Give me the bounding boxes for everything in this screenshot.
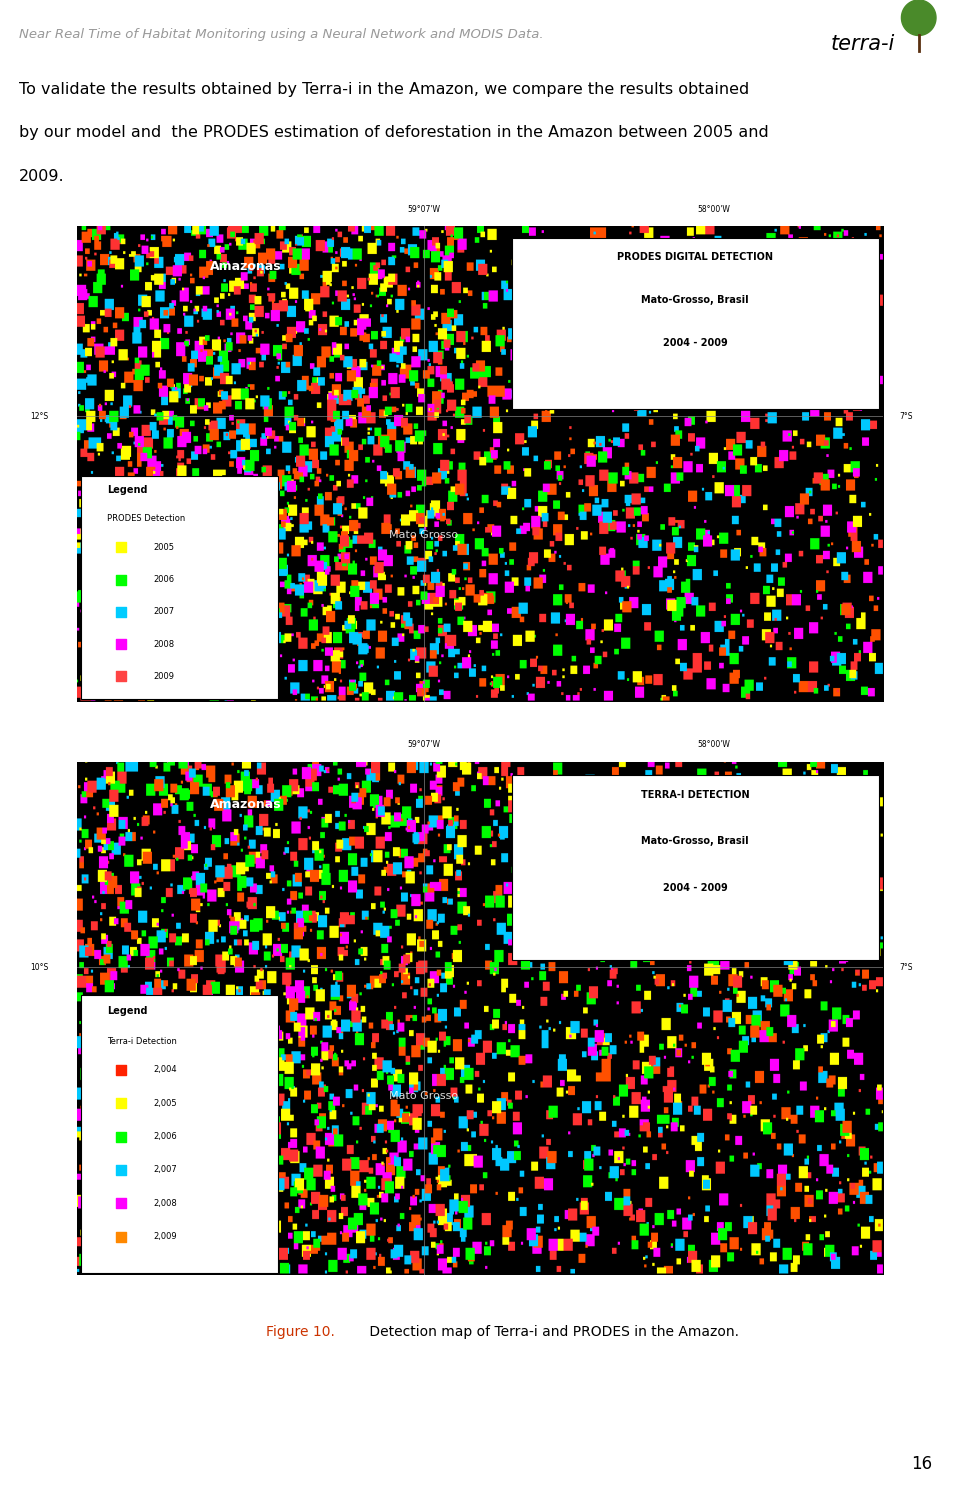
Text: 2,006: 2,006	[154, 1132, 178, 1141]
Text: To validate the results obtained by Terra-i in the Amazon, we compare the result: To validate the results obtained by Terr…	[19, 81, 750, 97]
Text: terra-i: terra-i	[830, 35, 895, 54]
Text: TERRA-I DETECTION: TERRA-I DETECTION	[641, 791, 750, 800]
Text: PRODES DIGITAL DETECTION: PRODES DIGITAL DETECTION	[617, 252, 774, 263]
Text: Mato Grosso: Mato Grosso	[389, 1091, 458, 1100]
Text: 12°S: 12°S	[31, 412, 49, 421]
Point	[113, 664, 129, 688]
Point	[113, 567, 129, 592]
Text: 2008: 2008	[154, 640, 175, 649]
Text: 2,007: 2,007	[154, 1165, 178, 1174]
Polygon shape	[901, 0, 936, 36]
Text: 2009: 2009	[154, 672, 175, 681]
Point	[113, 1058, 129, 1082]
Text: Legend: Legend	[108, 486, 148, 495]
Text: 10°S: 10°S	[31, 963, 49, 972]
Text: 2009.: 2009.	[19, 169, 65, 184]
Text: Detection map of Terra-i and PRODES in the Amazon.: Detection map of Terra-i and PRODES in t…	[365, 1325, 739, 1338]
Text: 2005: 2005	[154, 543, 175, 552]
Text: 2,008: 2,008	[154, 1198, 178, 1207]
Text: 59°07'W: 59°07'W	[407, 741, 440, 748]
Text: 2,009: 2,009	[154, 1233, 177, 1240]
Point	[113, 536, 129, 560]
Text: Mato-Grosso, Brasil: Mato-Grosso, Brasil	[641, 296, 749, 305]
Point	[113, 1091, 129, 1115]
Point	[113, 1157, 129, 1182]
Text: 7°S: 7°S	[900, 963, 913, 972]
Point	[113, 1191, 129, 1215]
Text: 16: 16	[911, 1455, 932, 1473]
FancyBboxPatch shape	[81, 475, 278, 699]
Text: 2,005: 2,005	[154, 1099, 177, 1108]
Text: 7°S: 7°S	[900, 412, 913, 421]
Text: Near Real Time of Habitat Monitoring using a Neural Network and MODIS Data.: Near Real Time of Habitat Monitoring usi…	[19, 29, 543, 41]
Point	[113, 599, 129, 623]
FancyBboxPatch shape	[513, 776, 879, 960]
Text: Amazonas: Amazonas	[210, 260, 282, 273]
FancyBboxPatch shape	[513, 238, 879, 409]
Text: 58°00'W: 58°00'W	[697, 205, 731, 214]
Text: Figure 10.: Figure 10.	[266, 1325, 335, 1338]
Text: 59°07'W: 59°07'W	[407, 205, 440, 214]
Text: 58°00'W: 58°00'W	[697, 741, 731, 748]
Text: PRODES Detection: PRODES Detection	[108, 515, 185, 524]
Text: 2006: 2006	[154, 575, 175, 584]
Text: 2004 - 2009: 2004 - 2009	[663, 338, 728, 349]
Point	[113, 632, 129, 656]
Text: Amazonas: Amazonas	[210, 798, 282, 810]
Text: Mato-Grosso, Brasil: Mato-Grosso, Brasil	[641, 836, 749, 847]
Text: by our model and  the PRODES estimation of deforestation in the Amazon between 2: by our model and the PRODES estimation o…	[19, 125, 769, 140]
Text: 2,004: 2,004	[154, 1065, 177, 1074]
Text: Terra-i Detection: Terra-i Detection	[108, 1037, 178, 1046]
Text: Legend: Legend	[108, 1005, 148, 1016]
Point	[113, 1225, 129, 1249]
Text: Mato Grosso: Mato Grosso	[389, 530, 458, 540]
Point	[113, 1124, 129, 1148]
FancyBboxPatch shape	[81, 996, 278, 1272]
Text: 2004 - 2009: 2004 - 2009	[663, 883, 728, 893]
Text: 2007: 2007	[154, 607, 175, 616]
